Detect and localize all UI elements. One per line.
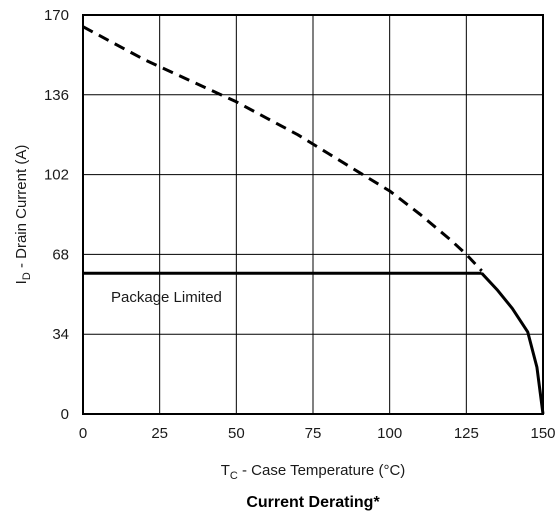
x-tick-label: 100 xyxy=(377,425,402,442)
y-tick-label: 68 xyxy=(52,246,69,263)
y-tick-label: 0 xyxy=(61,406,69,423)
annotation-package-limited: Package Limited xyxy=(111,289,222,306)
y-tick-label: 170 xyxy=(44,7,69,24)
tick-labels: 0 25 50 75 100 125 150 0 34 68 102 136 170 xyxy=(44,7,556,442)
x-tick-label: 150 xyxy=(530,425,555,442)
y-tick-label: 102 xyxy=(44,167,69,184)
y-tick-label: 34 xyxy=(52,326,69,343)
series-line-0 xyxy=(82,25,483,272)
x-tick-label: 125 xyxy=(454,425,479,442)
series-line-2 xyxy=(480,272,545,415)
x-axis-label: TC - Case Temperature (°C) xyxy=(221,462,406,482)
grid xyxy=(83,15,543,414)
x-tick-label: 0 xyxy=(79,425,87,442)
x-tick-label: 50 xyxy=(228,425,245,442)
chart-title: Current Derating* xyxy=(246,494,380,511)
x-tick-label: 75 xyxy=(305,425,322,442)
y-axis-label: ID - Drain Current (A) xyxy=(13,145,33,285)
y-tick-label: 136 xyxy=(44,87,69,104)
plot-frame xyxy=(82,14,544,415)
series-group xyxy=(82,25,545,415)
x-tick-label: 25 xyxy=(151,425,168,442)
